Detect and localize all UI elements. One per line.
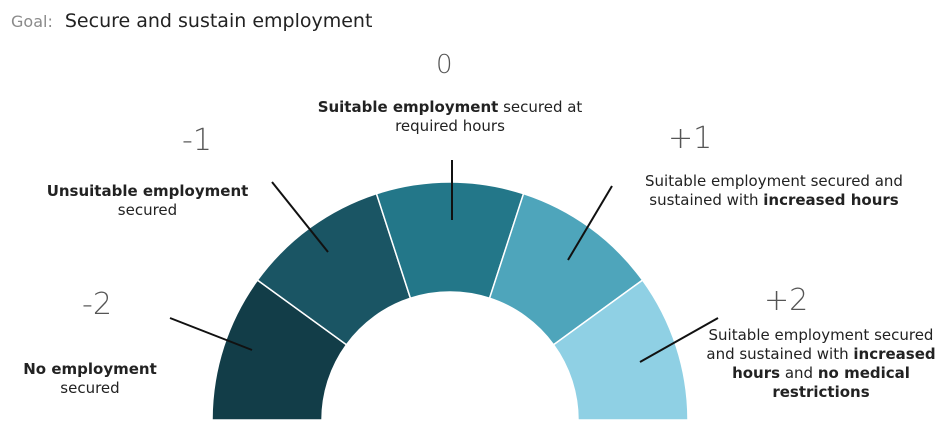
description-minus-1: Unsuitable employment secured (30, 182, 265, 220)
description-plus-1-bold: increased hours (763, 191, 898, 209)
description-minus-1-text: secured (118, 201, 177, 219)
score-label-0: 0 (436, 52, 453, 78)
gauge-segments (212, 182, 688, 420)
description-plus-2-and: and (785, 364, 813, 382)
description-0: Suitable employment secured at required … (290, 98, 610, 136)
description-0-bold: Suitable employment (318, 98, 499, 116)
score-label-minus-2: -2 (82, 290, 112, 320)
description-minus-1-bold: Unsuitable employment (47, 182, 249, 200)
score-label-plus-1: +1 (668, 124, 712, 154)
description-minus-2: No employment secured (0, 360, 180, 398)
score-label-minus-1: -1 (182, 126, 212, 156)
description-plus-1: Suitable employment secured and sustaine… (628, 172, 920, 210)
score-label-plus-2: +2 (764, 286, 808, 316)
description-minus-2-bold: No employment (23, 360, 157, 378)
description-plus-2: Suitable employment secured and sustaine… (706, 326, 936, 402)
description-minus-2-text: secured (60, 379, 119, 397)
